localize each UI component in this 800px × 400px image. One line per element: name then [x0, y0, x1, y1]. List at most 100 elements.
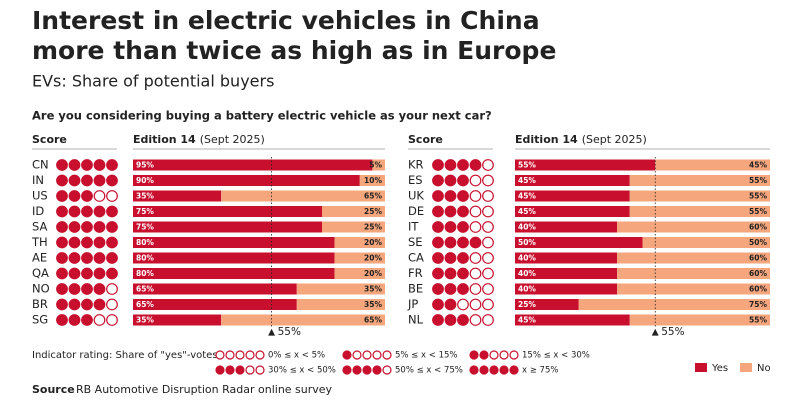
title-line: Interest in electric vehicles in China — [32, 6, 540, 35]
category-label: ES — [408, 173, 423, 187]
legend-label: Yes — [711, 363, 728, 374]
bar-segment — [322, 221, 385, 233]
category-label: NO — [32, 282, 50, 296]
edition-date: (Sept 2025) — [582, 133, 647, 146]
score-dot-empty — [482, 159, 494, 171]
score-dot-filled — [372, 365, 382, 375]
value-label: 60% — [749, 269, 767, 278]
score-dot-filled — [56, 267, 68, 280]
score-dot-filled — [469, 365, 479, 375]
score-dot-empty — [469, 267, 482, 280]
score-dot-filled — [432, 159, 444, 171]
score-dot-filled — [81, 236, 93, 249]
score-dot-filled — [68, 221, 81, 233]
score-dot-filled — [444, 174, 457, 187]
value-label: 25% — [518, 300, 536, 309]
category-label: AE — [32, 251, 47, 265]
score-dot-filled — [362, 365, 372, 375]
value-label: 20% — [364, 238, 382, 247]
score-dot-empty — [382, 350, 392, 360]
bar-segment — [642, 237, 770, 248]
edition-header: Edition 14 — [515, 133, 578, 146]
bar-segment — [296, 283, 385, 295]
score-dot-filled — [444, 236, 457, 249]
score-dot-empty — [469, 283, 482, 295]
value-label: 20% — [364, 269, 382, 278]
score-dot-filled — [489, 365, 499, 375]
score-dot-filled — [342, 365, 352, 375]
bar-segment — [629, 175, 770, 186]
score-dot-empty — [382, 365, 392, 375]
value-label: 35% — [364, 300, 382, 309]
bar-segment — [133, 190, 222, 202]
score-dot-filled — [106, 174, 118, 187]
legend-swatch — [695, 363, 707, 372]
score-dot-filled — [444, 267, 457, 280]
score-dot-empty — [245, 350, 255, 360]
bar-segment — [133, 268, 335, 279]
score-dot-filled — [432, 236, 444, 249]
bar-segment — [515, 206, 630, 217]
category-label: ID — [32, 204, 44, 218]
score-dot-filled — [444, 283, 457, 295]
score-dot-filled — [457, 174, 469, 187]
score-dot-empty — [469, 190, 482, 202]
score-dot-filled — [432, 190, 444, 202]
score-dot-filled — [81, 298, 93, 311]
score-dot-filled — [432, 283, 444, 295]
score-dot-filled — [68, 236, 81, 249]
title-line: more than twice as high as in Europe — [32, 36, 556, 65]
value-label: 25% — [364, 223, 382, 232]
value-label: 40% — [518, 285, 536, 294]
score-dot-empty — [106, 283, 118, 295]
value-label: 55% — [518, 161, 536, 170]
score-dot-filled — [93, 159, 106, 171]
legend-label: No — [757, 363, 771, 374]
bar-segment — [515, 299, 579, 310]
score-dot-empty — [245, 365, 255, 375]
score-dot-filled — [56, 190, 68, 202]
source-label: Source — [32, 383, 75, 396]
score-dot-empty — [469, 205, 482, 218]
score-dot-filled — [432, 298, 444, 311]
score-dot-filled — [432, 314, 444, 326]
score-legend-title: Indicator rating: Share of "yes"-votes — [32, 350, 218, 361]
category-label: FR — [408, 266, 423, 280]
category-label: IN — [32, 173, 44, 187]
bar-segment — [221, 190, 385, 202]
score-dot-empty — [352, 350, 362, 360]
score-header: Score — [408, 133, 443, 146]
value-label: 65% — [364, 316, 382, 325]
score-dot-filled — [457, 236, 469, 249]
score-dot-empty — [362, 350, 372, 360]
score-dot-filled — [444, 221, 457, 233]
score-dot-filled — [68, 252, 81, 264]
score-dot-filled — [479, 365, 489, 375]
category-label: IT — [408, 220, 419, 234]
reference-marker: ▲ — [268, 328, 275, 338]
bar-segment — [359, 175, 385, 186]
category-label: NL — [408, 313, 424, 327]
score-dot-filled — [93, 174, 106, 187]
value-label: 40% — [518, 254, 536, 263]
value-label: 75% — [136, 223, 154, 232]
value-label: 45% — [518, 316, 536, 325]
score-dot-filled — [225, 365, 235, 375]
score-dot-filled — [457, 190, 469, 202]
category-label: CN — [32, 158, 49, 172]
reference-marker: ▲ — [652, 328, 659, 338]
bar-segment — [515, 283, 617, 295]
score-dot-empty — [93, 314, 106, 326]
score-header: Score — [32, 133, 67, 146]
score-dot-filled — [432, 267, 444, 280]
value-label: 65% — [136, 300, 154, 309]
score-dot-empty — [255, 365, 265, 375]
category-label: US — [32, 189, 48, 203]
category-label: UK — [408, 189, 424, 203]
score-dot-empty — [482, 221, 494, 233]
score-dot-filled — [81, 221, 93, 233]
bar-segment — [629, 206, 770, 217]
bar-segment — [133, 206, 322, 217]
score-dot-filled — [81, 159, 93, 171]
value-label: 55% — [749, 176, 767, 185]
